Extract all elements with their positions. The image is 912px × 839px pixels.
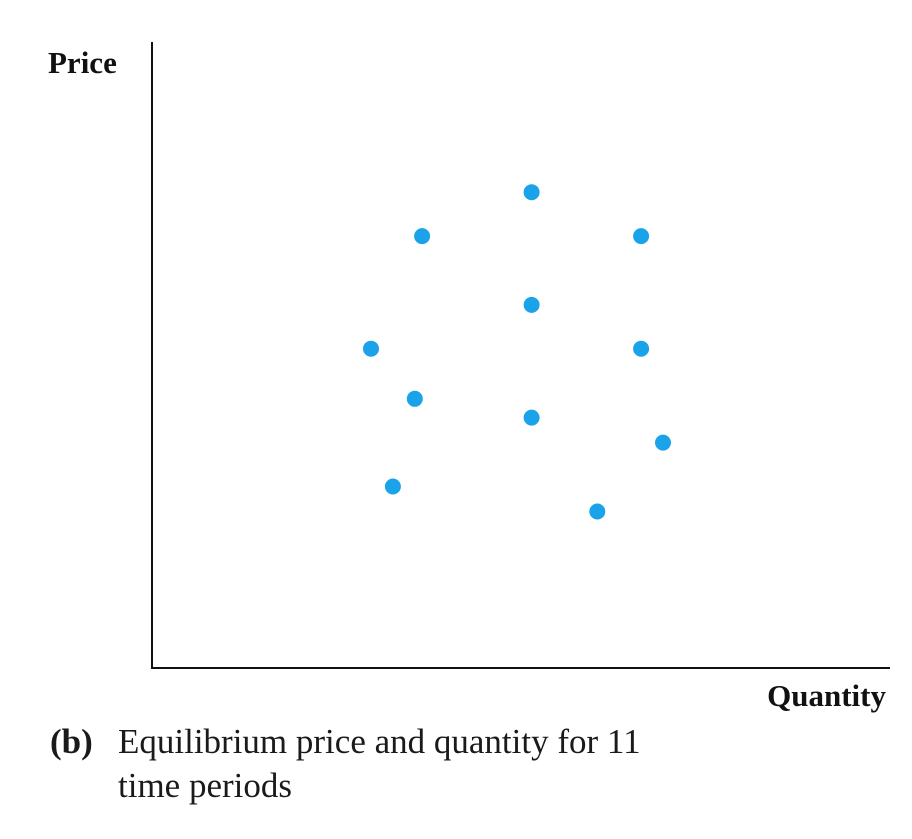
data-point-2 xyxy=(414,228,431,245)
caption-text-1: Equilibrium price and quantity for 11 xyxy=(118,722,641,761)
data-point-7 xyxy=(406,390,423,407)
data-point-3 xyxy=(633,228,650,245)
caption-text-2: time periods xyxy=(118,766,292,805)
caption-letter: (b) xyxy=(50,722,93,761)
figure-caption: (b) Equilibrium price and quantity for 11… xyxy=(50,720,870,808)
data-points xyxy=(363,184,671,520)
caption-line-1: (b) Equilibrium price and quantity for 11 xyxy=(50,720,870,764)
data-point-1 xyxy=(523,184,540,201)
data-point-10 xyxy=(384,478,401,495)
x-axis-label: Quantity xyxy=(767,678,886,713)
data-point-5 xyxy=(363,340,379,357)
data-point-9 xyxy=(655,434,671,451)
y-axis-label: Price xyxy=(48,45,117,80)
data-point-8 xyxy=(523,409,540,426)
data-point-4 xyxy=(523,296,540,313)
data-point-11 xyxy=(589,503,606,520)
data-point-6 xyxy=(633,340,650,357)
caption-line-2: time periods xyxy=(50,764,870,808)
